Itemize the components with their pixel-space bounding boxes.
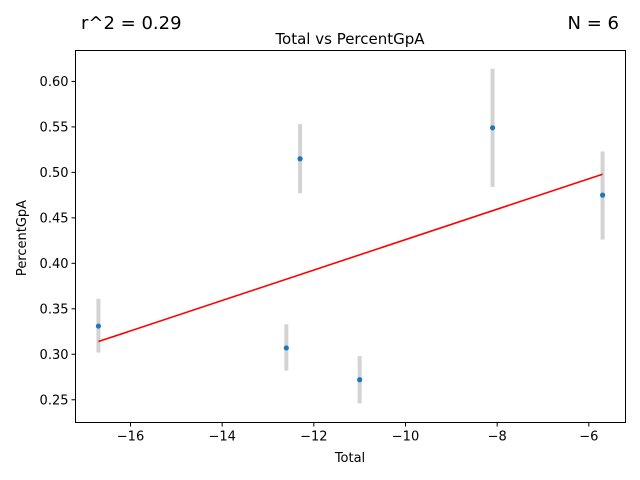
plot-area <box>95 68 606 404</box>
y-tick-label-1: 0.25 <box>40 393 69 408</box>
chart-title: Total vs PercentGpA <box>274 30 425 48</box>
x-tick-label-4: −10 <box>392 430 419 445</box>
y-axis-ticks: 0.25 0.30 0.35 0.40 0.45 0.50 0.55 0.60 <box>40 75 76 408</box>
y-tick-label-7: 0.55 <box>40 120 69 135</box>
x-tick-label-5: −8 <box>488 430 507 445</box>
data-point-6 <box>599 192 606 198</box>
x-axis-ticks: −16 −14 −12 −10 −8 −6 <box>117 422 598 445</box>
data-point-3 <box>297 156 303 162</box>
x-tick-label-6: −6 <box>579 430 598 445</box>
x-tick-label-1: −16 <box>117 430 144 445</box>
data-point-2 <box>283 345 289 351</box>
x-tick-label-2: −14 <box>208 430 235 445</box>
x-axis-label: Total <box>334 451 365 466</box>
data-point-5 <box>489 125 496 131</box>
x-tick-label-3: −12 <box>300 430 327 445</box>
y-tick-label-2: 0.30 <box>40 348 69 363</box>
data-point-4 <box>357 377 363 383</box>
y-tick-label-8: 0.60 <box>40 75 69 90</box>
data-point-1 <box>95 323 102 329</box>
regression-line <box>98 173 603 343</box>
y-tick-label-3: 0.35 <box>40 302 69 317</box>
y-tick-label-5: 0.45 <box>40 211 69 226</box>
axes-frame <box>75 50 626 423</box>
y-tick-label-4: 0.40 <box>40 257 69 272</box>
sample-size-label: N = 6 <box>568 13 619 34</box>
y-tick-label-6: 0.50 <box>40 166 69 181</box>
y-axis-label: PercentGpA <box>15 200 30 276</box>
r-squared-label: r^2 = 0.29 <box>81 13 182 34</box>
